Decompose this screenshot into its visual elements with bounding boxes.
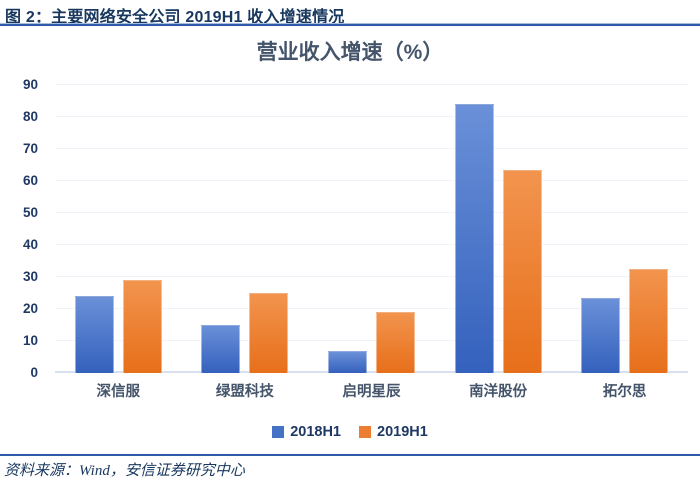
bar-2018H1-启明星辰 xyxy=(327,350,367,373)
x-axis-label-3: 南洋股份 xyxy=(469,384,528,400)
gridline xyxy=(55,84,688,85)
y-axis-tick-label: 60 xyxy=(22,172,38,188)
gridline xyxy=(55,148,688,149)
bar-2018H1-深信服 xyxy=(74,296,114,373)
y-axis-tick-label: 0 xyxy=(30,365,38,380)
gridline xyxy=(55,116,688,117)
gridline xyxy=(55,340,688,341)
legend-swatch-2019H1 xyxy=(359,426,371,438)
legend-swatch-2018H1 xyxy=(272,426,285,438)
x-axis-label-0: 深信服 xyxy=(96,384,141,400)
chart-title: 营业收入增速（%） xyxy=(256,41,444,64)
legend-item-2018H1: 2018H1 xyxy=(272,424,341,440)
x-axis: 深信服 绿盟科技 启明星辰 南洋股份 拓尔思 xyxy=(55,380,688,401)
bar-2019H1-南洋股份 xyxy=(502,169,542,373)
gridline xyxy=(55,276,688,277)
gridline xyxy=(55,212,688,213)
bar-group-3 xyxy=(435,85,562,373)
y-axis-tick-label: 80 xyxy=(22,108,38,124)
footer-divider xyxy=(0,454,700,456)
bar-2019H1-启明星辰 xyxy=(375,312,415,373)
x-axis-label-1: 绿盟科技 xyxy=(215,384,274,400)
source-note: 资料来源：Wind，安信证券研究中心 xyxy=(4,463,245,479)
y-axis-tick-label: 90 xyxy=(22,77,38,92)
bar-2018H1-绿盟科技 xyxy=(201,325,241,373)
legend-item-2019H1: 2019H1 xyxy=(359,424,428,440)
chart-legend: 2018H1 2019H1 xyxy=(0,424,700,440)
gridline xyxy=(55,244,688,245)
bar-group-2 xyxy=(308,85,435,373)
y-axis-tick-label: 40 xyxy=(22,237,38,252)
plot-area xyxy=(55,84,688,373)
bar-2018H1-拓尔思 xyxy=(581,297,621,373)
bar-group-0 xyxy=(55,85,182,373)
gridline xyxy=(55,308,688,309)
y-axis-tick-label: 70 xyxy=(22,140,38,156)
legend-label: 2019H1 xyxy=(377,424,428,440)
y-axis-tick-label: 50 xyxy=(22,204,38,220)
legend-label: 2018H1 xyxy=(290,424,341,440)
x-axis-line xyxy=(55,371,688,373)
bar-2019H1-拓尔思 xyxy=(629,269,669,373)
y-axis: 0 10 20 30 40 50 60 70 80 90 xyxy=(0,77,40,380)
gridline xyxy=(55,180,688,181)
y-axis-tick-label: 30 xyxy=(22,268,38,284)
y-axis-tick-label: 10 xyxy=(22,332,38,348)
y-axis-tick-label: 20 xyxy=(22,301,38,316)
header-divider xyxy=(0,23,700,26)
bar-2019H1-深信服 xyxy=(122,280,162,373)
x-axis-label-4: 拓尔思 xyxy=(602,384,647,400)
x-axis-label-2: 启明星辰 xyxy=(342,384,401,400)
bar-group-4 xyxy=(561,85,688,373)
figure-caption: 图 2：主要网络安全公司 2019H1 收入增速情况 xyxy=(5,9,345,26)
bar-2018H1-南洋股份 xyxy=(454,104,494,373)
bar-2019H1-绿盟科技 xyxy=(249,293,289,373)
bar-group-1 xyxy=(182,85,309,373)
